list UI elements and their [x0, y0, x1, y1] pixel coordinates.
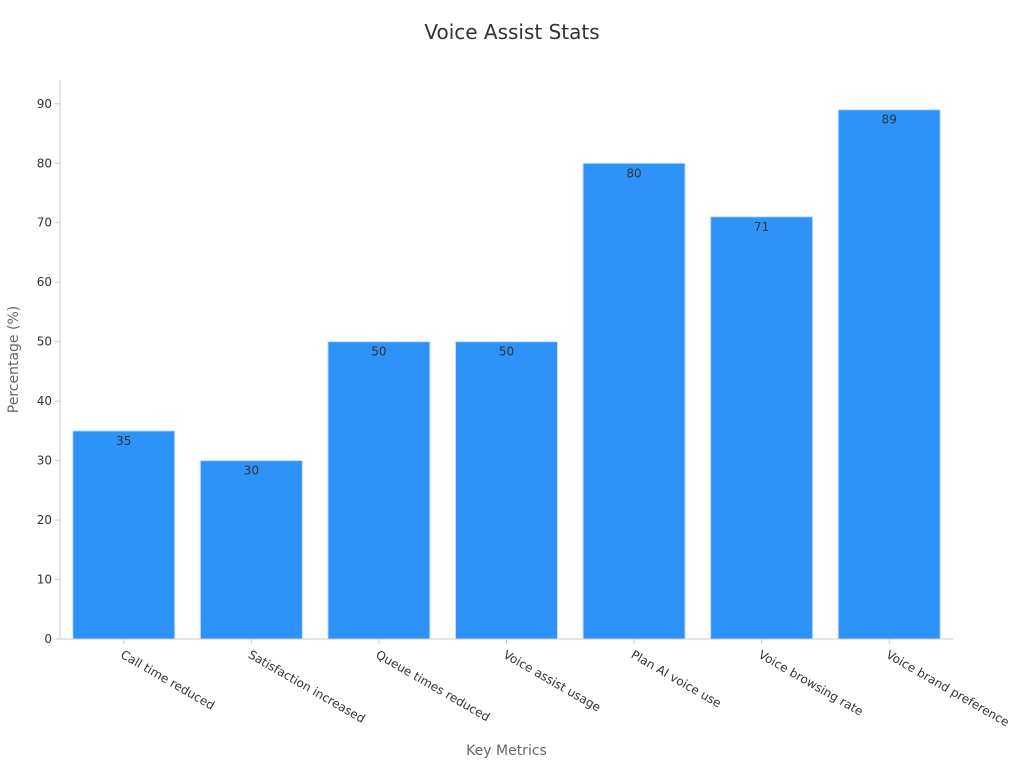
y-tick-label: 0 [44, 632, 52, 646]
bar-value-label: 50 [499, 345, 514, 359]
y-tick-label: 80 [37, 156, 52, 170]
x-tick-label: Satisfaction increased [246, 647, 368, 725]
bar-value-label: 80 [626, 166, 641, 180]
x-tick-label: Call time reduced [118, 647, 217, 712]
y-tick-label: 10 [37, 573, 52, 587]
x-axis-title: Key Metrics [466, 743, 547, 759]
bar [199, 460, 303, 640]
y-tick-label: 30 [37, 454, 52, 468]
bar-value-label: 71 [754, 220, 769, 234]
x-axis: Call time reduced Satisfaction increased Q… [60, 638, 1012, 729]
y-tick-label: 40 [37, 394, 52, 408]
y-tick-label: 70 [37, 216, 52, 230]
bar [582, 162, 686, 640]
x-tick-label: Voice browsing rate [756, 647, 865, 718]
x-tick-label: Voice assist usage [501, 647, 603, 714]
y-tick-label: 60 [37, 275, 52, 289]
bar-labels-group: 35 30 50 50 80 71 89 [116, 113, 897, 478]
bar-value-label: 35 [116, 434, 131, 448]
bar [837, 109, 941, 640]
bar [710, 216, 814, 640]
y-tick-label: 20 [37, 513, 52, 527]
bar-value-label: 89 [882, 113, 897, 127]
y-tick-label: 50 [37, 335, 52, 349]
bar-value-label: 50 [371, 345, 386, 359]
x-tick-label: Voice brand preference [884, 647, 1012, 729]
bar [454, 341, 559, 640]
bars-group [72, 109, 941, 640]
bar [327, 341, 431, 640]
bar [72, 430, 176, 640]
y-axis: 0 10 20 30 40 50 60 70 80 90 [37, 80, 61, 646]
x-tick-label: Queue times reduced [373, 647, 492, 724]
chart-title: Voice Assist Stats [424, 20, 600, 44]
y-tick-label: 90 [37, 97, 52, 111]
bar-value-label: 30 [244, 464, 259, 478]
y-axis-title: Percentage (%) [6, 306, 22, 413]
x-tick-label: Plan AI voice use [629, 647, 724, 710]
